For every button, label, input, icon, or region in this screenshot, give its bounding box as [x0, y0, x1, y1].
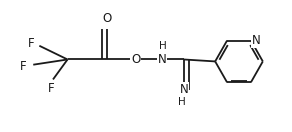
Text: F: F [27, 37, 34, 50]
Text: H: H [178, 97, 186, 107]
Text: H: H [159, 41, 167, 51]
Text: N: N [158, 53, 166, 66]
Text: F: F [20, 60, 27, 72]
Text: F: F [48, 82, 55, 95]
Text: N: N [179, 83, 188, 96]
Text: N: N [252, 34, 261, 47]
Text: O: O [102, 12, 111, 25]
Text: O: O [131, 53, 140, 66]
